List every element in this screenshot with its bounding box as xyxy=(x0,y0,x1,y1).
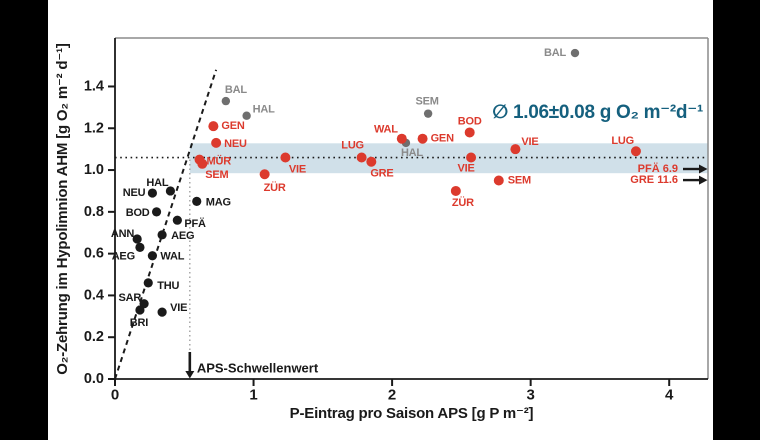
data-point xyxy=(157,307,167,317)
data-point-label: AEG xyxy=(171,230,194,242)
data-point-label: SEM xyxy=(508,175,531,187)
data-point-label: LUG xyxy=(341,140,364,152)
y-tick-label: 1.0 xyxy=(84,162,104,178)
threshold-arrow-head xyxy=(185,371,195,379)
offchart-arrow-head xyxy=(699,175,708,185)
data-point-label: BAL xyxy=(544,47,566,59)
data-point xyxy=(396,133,407,144)
letterbox-left xyxy=(0,0,48,440)
x-tick-label: 0 xyxy=(111,387,119,404)
dashed-trend-line xyxy=(114,69,218,380)
offchart-arrow-head xyxy=(699,164,708,174)
data-point xyxy=(450,185,461,196)
data-point-label: PFÄ xyxy=(184,217,206,230)
data-point-label: VIE xyxy=(170,302,187,314)
data-point-label: SEM xyxy=(205,169,228,181)
data-point xyxy=(259,169,270,180)
data-point-label: GEN xyxy=(431,133,454,145)
data-point-label: THU xyxy=(157,280,179,292)
data-point xyxy=(280,152,291,163)
data-point-label: NEU xyxy=(224,138,247,150)
data-point xyxy=(165,186,176,196)
data-point-label: GRE xyxy=(370,168,393,180)
data-point xyxy=(211,137,222,148)
data-point-label: VIE xyxy=(458,163,475,175)
data-point xyxy=(172,215,182,225)
data-point-label: BOD xyxy=(126,207,150,219)
data-point-label: HAL xyxy=(146,177,168,189)
data-point-label: VIE xyxy=(521,136,538,148)
data-point xyxy=(147,188,158,198)
y-tick-label: 1.2 xyxy=(84,120,104,136)
y-tick-label: 0.4 xyxy=(84,287,104,303)
data-point-label: BRI xyxy=(130,317,148,329)
data-point-label: HAL xyxy=(401,147,423,159)
data-point xyxy=(132,234,142,244)
data-point xyxy=(423,109,433,118)
x-tick-label: 3 xyxy=(526,387,534,404)
data-point-label: BOD xyxy=(458,115,482,127)
data-point xyxy=(135,305,145,315)
x-tick-label: 4 xyxy=(665,387,674,404)
data-point xyxy=(151,207,162,217)
offchart-arrow-label: GRE 11.6 xyxy=(630,174,678,186)
data-point-label: ANN xyxy=(111,228,134,240)
letterbox-right xyxy=(713,0,760,440)
y-axis-title: O₂-Zehrung im Hypolimnion AHM [g O₂ m⁻² … xyxy=(54,43,71,375)
data-point xyxy=(356,152,367,163)
data-point-label: BAL xyxy=(225,84,247,96)
data-point xyxy=(135,242,145,252)
threshold-label: APS-Schwellenwert xyxy=(197,361,319,376)
data-point-label: NEU xyxy=(123,187,146,199)
x-tick-label: 2 xyxy=(388,387,396,404)
offchart-arrow-label: PFÄ 6.9 xyxy=(638,162,678,175)
data-point-label: ZÜR xyxy=(452,196,474,209)
data-point-label: GEN xyxy=(221,120,244,132)
data-point-label: HAL xyxy=(253,104,275,116)
data-point xyxy=(221,96,231,106)
data-point-label: MÜR xyxy=(207,155,232,168)
data-point-label: VIE xyxy=(289,164,306,176)
data-point xyxy=(570,48,580,58)
data-point-label: WAL xyxy=(374,124,398,136)
data-point-label: SAR xyxy=(118,292,141,304)
data-point xyxy=(366,156,377,167)
data-point xyxy=(493,175,504,186)
data-point xyxy=(143,278,153,288)
data-point xyxy=(157,230,167,240)
y-tick-label: 0.8 xyxy=(84,204,104,220)
data-point-label: LUG xyxy=(611,135,634,147)
mean-annotation: ∅ 1.06±0.08 g O₂ m⁻²d⁻¹ xyxy=(492,102,703,123)
data-point xyxy=(192,196,202,206)
data-point xyxy=(466,152,477,163)
data-point xyxy=(417,133,428,144)
data-point xyxy=(208,121,219,132)
data-point-label: AEG xyxy=(112,250,135,262)
x-tick-label: 1 xyxy=(249,387,257,404)
data-point xyxy=(197,158,208,169)
x-axis-title: P-Eintrag pro Saison APS [g P m⁻²] xyxy=(289,405,534,422)
data-point xyxy=(630,146,641,157)
y-tick-label: 0.0 xyxy=(84,371,104,387)
data-point xyxy=(510,144,521,155)
data-point-label: WAL xyxy=(160,251,184,263)
data-point-label: MAG xyxy=(206,196,231,208)
y-tick-label: 1.4 xyxy=(84,78,104,94)
data-point xyxy=(464,127,475,138)
data-point xyxy=(147,251,158,261)
y-tick-label: 0.6 xyxy=(84,246,104,262)
data-point-label: SEM xyxy=(416,96,439,108)
data-point xyxy=(242,111,251,120)
y-tick-label: 0.2 xyxy=(84,329,104,345)
data-point-label: ZÜR xyxy=(264,181,286,194)
